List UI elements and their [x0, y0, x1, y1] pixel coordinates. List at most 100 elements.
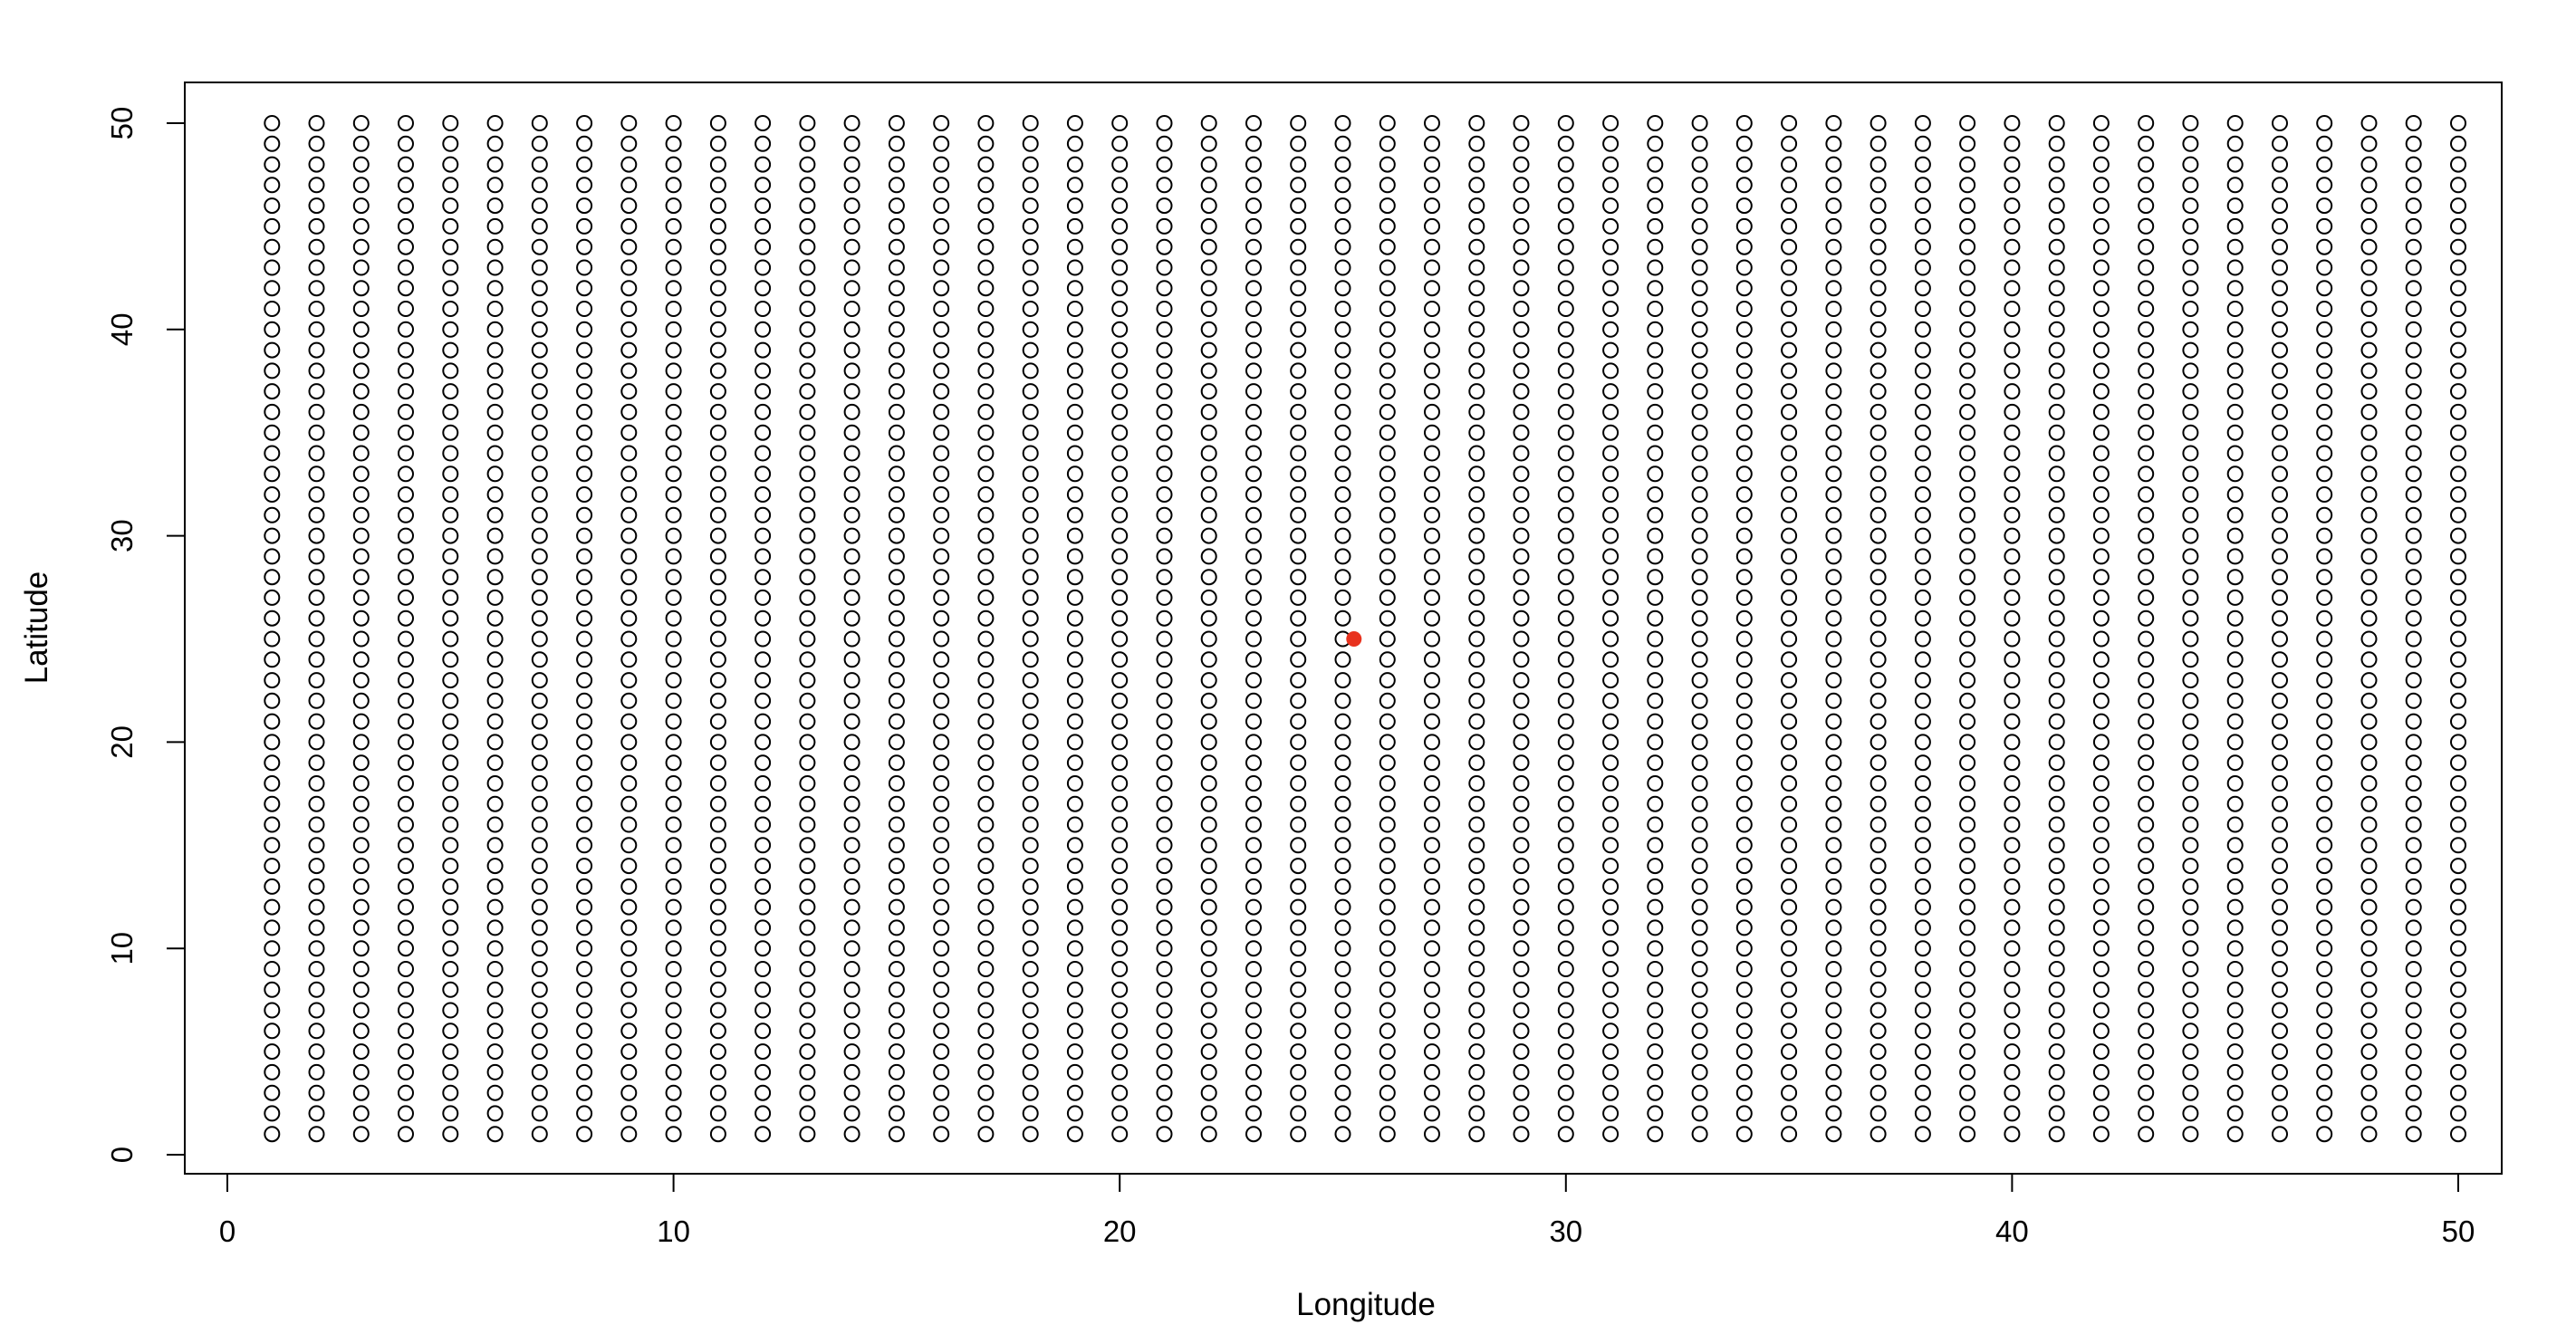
data-point [2138, 177, 2155, 194]
data-point [1513, 734, 1530, 751]
data-point [1424, 837, 1440, 854]
data-point [1870, 280, 1887, 297]
data-point [665, 1002, 682, 1019]
data-point [1825, 1043, 1842, 1061]
data-point [2360, 445, 2378, 462]
data-point [1691, 898, 1708, 916]
data-point [1914, 177, 1931, 194]
data-point [1647, 135, 1664, 152]
data-point [2092, 362, 2110, 379]
data-point [1602, 1126, 1620, 1143]
data-point [2272, 878, 2288, 895]
data-point [1379, 527, 1396, 544]
data-point [1557, 837, 1574, 854]
data-point [1200, 341, 1217, 359]
data-point [1602, 1105, 1620, 1122]
data-point [1290, 486, 1307, 503]
data-point [1066, 424, 1083, 441]
data-point [1735, 1105, 1753, 1122]
data-point [1691, 506, 1708, 523]
data-point [1468, 981, 1485, 998]
data-point [888, 734, 905, 751]
data-point [1959, 1063, 1976, 1080]
data-point [1468, 1084, 1485, 1101]
data-point [1959, 383, 1976, 400]
data-point [620, 630, 638, 648]
data-point [1022, 569, 1039, 586]
data-point [2360, 713, 2378, 730]
data-point [1870, 259, 1887, 276]
data-point [1513, 858, 1530, 875]
data-point [2272, 301, 2288, 317]
data-point [1602, 630, 1620, 648]
data-point [1066, 981, 1083, 998]
data-point [1200, 115, 1217, 131]
data-point [2450, 734, 2466, 751]
data-point [1424, 301, 1440, 317]
data-point [2048, 506, 2065, 523]
data-point [977, 795, 995, 812]
data-point [1334, 445, 1351, 462]
data-point [308, 630, 325, 648]
data-point [1959, 1105, 1976, 1122]
data-point [1111, 156, 1129, 173]
data-point [709, 301, 726, 317]
data-point [799, 321, 816, 338]
data-point [1334, 238, 1351, 255]
data-point [352, 919, 370, 936]
data-point [2048, 816, 2065, 833]
data-point [1691, 961, 1708, 977]
data-point [1156, 548, 1173, 565]
data-point [2405, 486, 2422, 503]
data-point [1825, 1063, 1842, 1080]
data-point [1647, 383, 1664, 400]
data-point [1468, 135, 1485, 152]
data-point [1602, 486, 1620, 503]
data-point [1557, 1126, 1574, 1143]
data-point [531, 445, 548, 462]
data-point [2316, 692, 2333, 709]
data-point [2138, 878, 2155, 895]
data-point [2272, 445, 2288, 462]
data-point [1424, 403, 1440, 420]
data-point [2092, 259, 2110, 276]
data-point [977, 610, 995, 627]
data-point [1111, 1126, 1129, 1143]
data-point [398, 259, 414, 276]
data-point [977, 961, 995, 977]
data-point [1200, 713, 1217, 730]
data-point [888, 217, 905, 235]
data-point [531, 1126, 548, 1143]
data-point [665, 280, 682, 297]
data-point [1914, 754, 1931, 772]
data-point [1200, 734, 1217, 751]
data-point [442, 321, 459, 338]
data-point [977, 775, 995, 792]
data-point [1735, 527, 1753, 544]
data-point [1200, 858, 1217, 875]
data-point [1022, 445, 1039, 462]
data-point [1959, 403, 1976, 420]
data-point [1379, 589, 1396, 606]
data-point [888, 940, 905, 957]
data-point [398, 961, 414, 977]
data-point [1735, 898, 1753, 916]
data-point [1825, 362, 1842, 379]
data-point [531, 816, 548, 833]
data-point [799, 486, 816, 503]
data-point [1468, 280, 1485, 297]
data-point [1735, 651, 1753, 668]
data-point [2182, 630, 2199, 648]
data-point [486, 238, 504, 255]
data-point [398, 1002, 414, 1019]
data-point [977, 1105, 995, 1122]
data-point [799, 672, 816, 689]
data-point [2405, 466, 2422, 483]
data-point [2048, 548, 2065, 565]
data-point [531, 466, 548, 483]
data-point [1914, 197, 1931, 215]
data-point [1870, 1043, 1887, 1061]
data-point [977, 301, 995, 317]
data-point [576, 981, 593, 998]
data-point [1557, 217, 1574, 235]
